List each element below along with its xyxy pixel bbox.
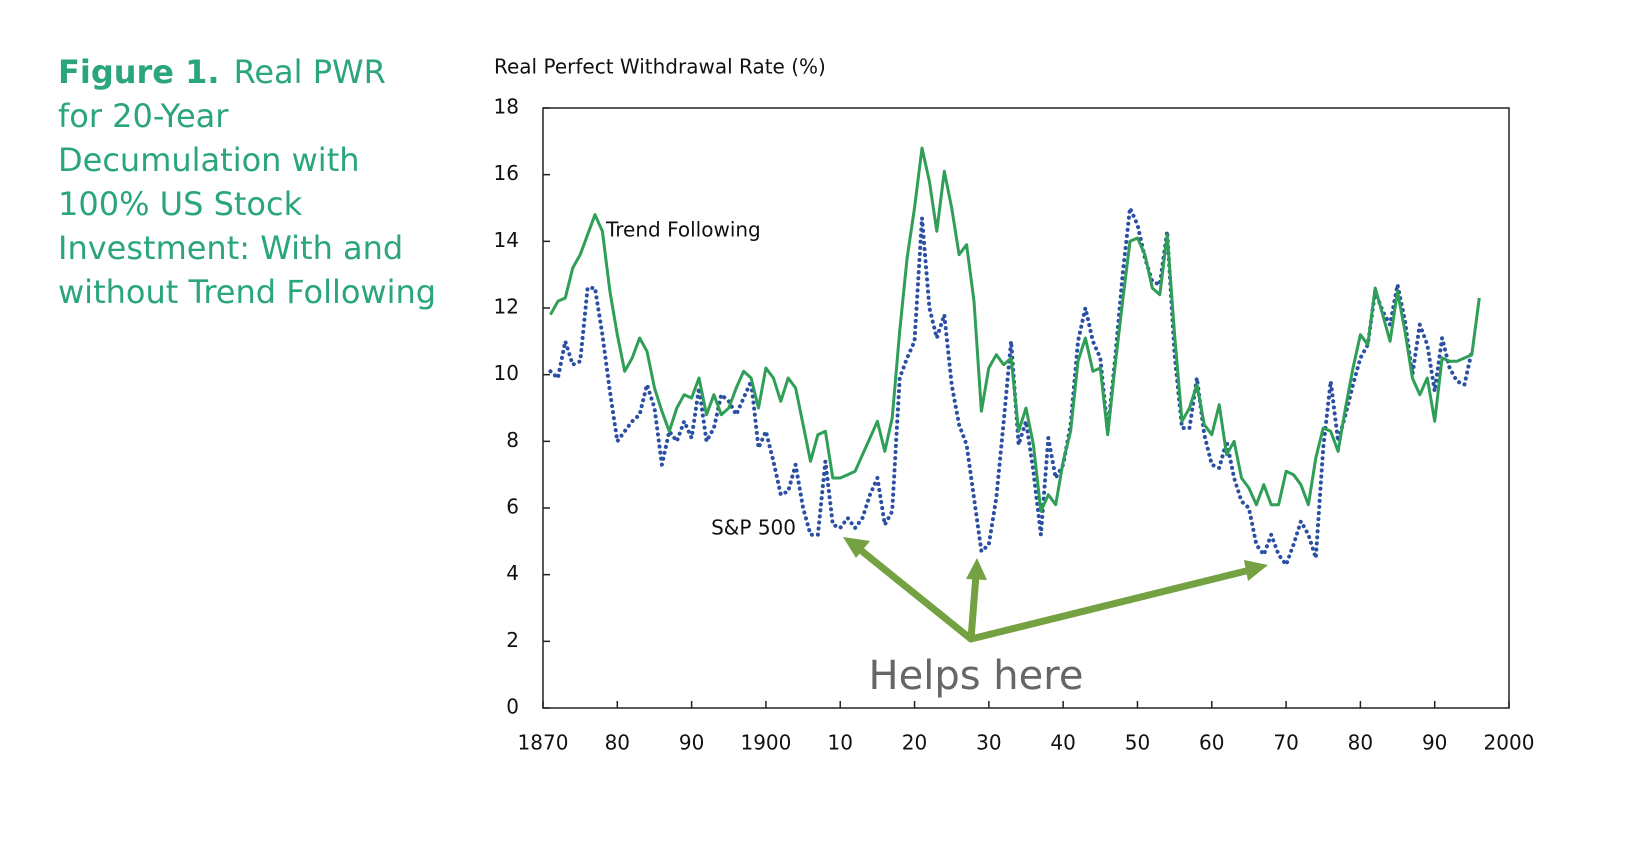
x-tick-label: 80 <box>605 731 630 755</box>
y-tick-label: 8 <box>506 428 519 452</box>
y-tick-label: 0 <box>506 695 519 719</box>
annotation: Helps here <box>869 653 1084 699</box>
plot-area: 0 2 4 6 8 10 12 14 16 18 1870 80 90 1900 10 20 30 40 50 60 7… <box>494 95 1535 755</box>
y-tick-label: 6 <box>506 495 519 519</box>
arrow <box>967 566 1254 643</box>
x-tick-label: 30 <box>976 731 1001 755</box>
x-tick-label: 90 <box>1422 731 1447 755</box>
x-tick-label: 70 <box>1273 731 1298 755</box>
arrow-head <box>966 558 987 580</box>
arrow-head <box>843 537 870 558</box>
series-label: S&P 500 <box>711 516 796 540</box>
y-tick-label: 10 <box>494 361 519 385</box>
data-line <box>549 146 1481 513</box>
y-axis-title: Real Perfect Withdrawal Rate (%) <box>494 55 826 79</box>
annotation-arrows <box>843 537 1268 643</box>
x-tick-label: 50 <box>1125 731 1150 755</box>
data-line <box>548 206 1474 567</box>
x-tick-label: 10 <box>828 731 853 755</box>
x-tick-label: 2000 <box>1484 731 1535 755</box>
y-tick-label: 2 <box>506 628 519 652</box>
x-tick-label: 80 <box>1348 731 1373 755</box>
y-tick-label: 16 <box>494 161 519 185</box>
plot-frame <box>542 107 1510 709</box>
arrow <box>967 571 980 643</box>
y-tick-label: 18 <box>494 95 519 119</box>
arrow <box>854 544 975 643</box>
x-tick-label: 40 <box>1050 731 1075 755</box>
chart-title: Real PWR for 20-Year Decumulation with 1… <box>58 53 437 311</box>
figure-caption: Figure 1. Real PWR for 20-Year Decumulati… <box>58 50 438 314</box>
x-tick-label: 1870 <box>518 731 569 755</box>
y-tick-label: 4 <box>506 561 519 585</box>
x-tick-label: 1900 <box>740 731 791 755</box>
figure-label: Figure 1. <box>58 53 220 91</box>
series-label: Trend Following <box>605 218 761 242</box>
arrow-head <box>1244 560 1268 581</box>
x-tick-label: 20 <box>902 731 927 755</box>
y-tick-label: 12 <box>494 295 519 319</box>
x-tick-label: 60 <box>1199 731 1224 755</box>
x-tick-label: 90 <box>679 731 704 755</box>
y-tick-label: 14 <box>494 228 519 252</box>
